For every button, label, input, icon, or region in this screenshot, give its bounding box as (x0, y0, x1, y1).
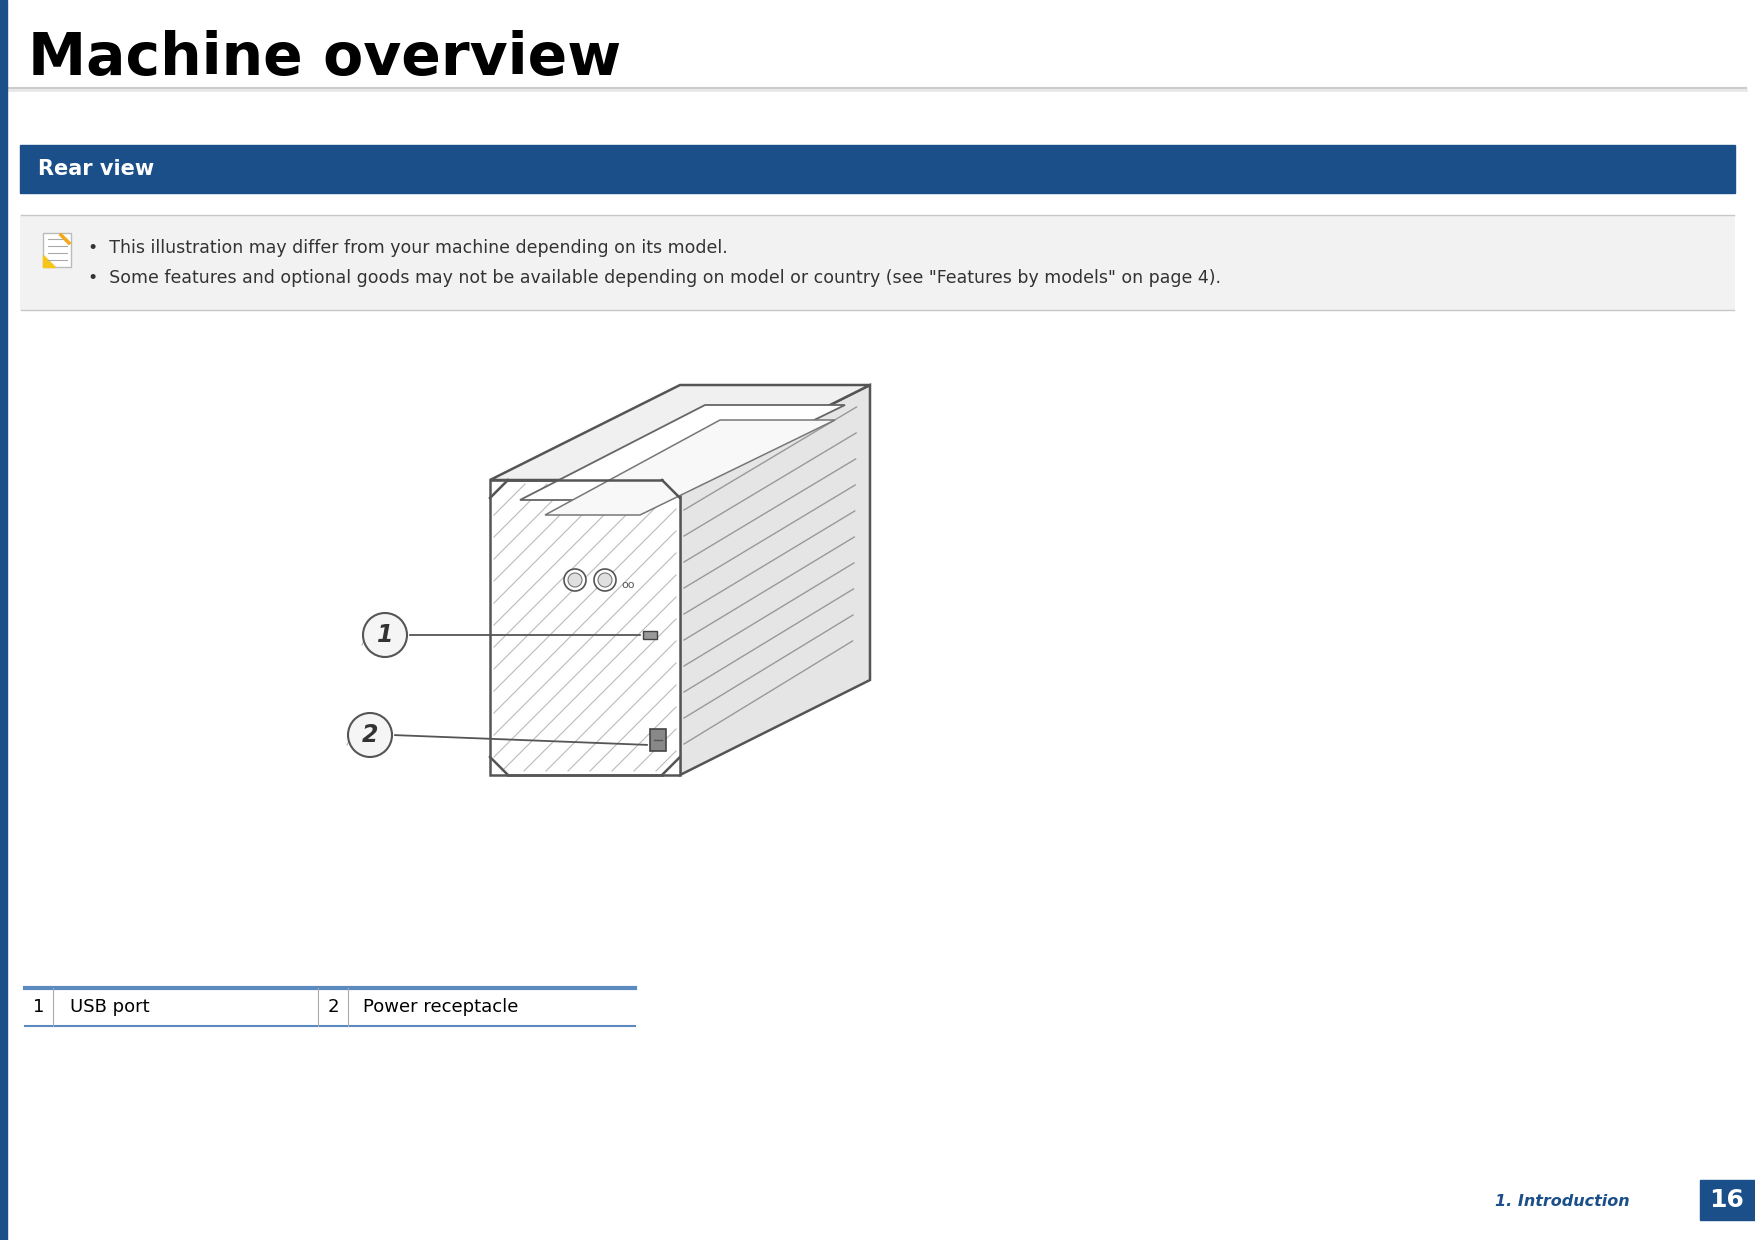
Circle shape (347, 713, 391, 756)
Bar (19, 145, 1736, 193)
Text: 1: 1 (377, 622, 393, 647)
Polygon shape (490, 384, 870, 480)
Bar (642, 631, 656, 639)
Text: 16: 16 (1709, 1188, 1744, 1211)
Circle shape (363, 613, 407, 657)
Text: 2: 2 (362, 723, 379, 746)
Text: Power receptacle: Power receptacle (363, 998, 518, 1016)
Text: Machine overview: Machine overview (28, 30, 621, 87)
Bar (649, 729, 665, 751)
Circle shape (598, 573, 612, 587)
Text: oo: oo (621, 580, 635, 590)
Circle shape (569, 573, 583, 587)
Text: 2: 2 (326, 998, 339, 1016)
Polygon shape (546, 420, 835, 515)
Text: •  This illustration may differ from your machine depending on its model.: • This illustration may differ from your… (88, 239, 728, 257)
Polygon shape (490, 480, 679, 775)
Bar (1701, 1180, 1755, 1220)
Bar (0, 0, 7, 1240)
Text: •  Some features and optional goods may not be available depending on model or c: • Some features and optional goods may n… (88, 269, 1221, 286)
Polygon shape (44, 255, 54, 267)
Text: 1. Introduction: 1. Introduction (1495, 1194, 1630, 1209)
Circle shape (593, 569, 616, 591)
Text: Rear view: Rear view (39, 159, 154, 179)
Text: 1: 1 (33, 998, 44, 1016)
Bar (44, 233, 70, 267)
Text: USB port: USB port (70, 998, 149, 1016)
Polygon shape (679, 384, 870, 775)
Circle shape (563, 569, 586, 591)
Polygon shape (519, 405, 844, 500)
Bar (19, 215, 1736, 310)
